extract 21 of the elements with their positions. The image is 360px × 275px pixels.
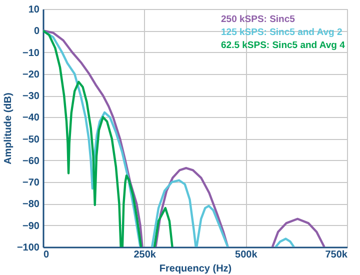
- y-tick-label: −40: [22, 112, 40, 124]
- y-tick-label: −30: [22, 91, 40, 102]
- x-tick-label: 750k: [325, 250, 348, 260]
- y-tick-label: −20: [22, 69, 40, 80]
- y-axis-title: Amplitude (dB): [2, 92, 14, 164]
- y-tick-label: −50: [22, 134, 40, 146]
- y-tick-label: −10: [22, 48, 40, 59]
- text: 125 kSPS: Sinc5 and Avg 2: [221, 27, 342, 38]
- x-tick-label: 0: [44, 250, 50, 260]
- text: 250 kSPS: Sinc5: [221, 14, 296, 25]
- x-axis-title: Frequency (Hz): [159, 264, 232, 274]
- x-tick-label: 250k: [134, 250, 156, 260]
- y-tick-label: −100: [16, 242, 40, 254]
- y-tick-label: −90: [22, 220, 40, 232]
- x-tick-label: 500k: [235, 250, 258, 260]
- y-tick-label: −80: [22, 199, 40, 210]
- y-tick-label: 10: [28, 4, 40, 16]
- y-tick-label: −70: [22, 178, 40, 189]
- y-tick-label: 0: [34, 26, 40, 38]
- text: 62.5 kSPS: Sinc5 and Avg 4: [221, 40, 346, 51]
- y-tick-label: −60: [22, 156, 40, 167]
